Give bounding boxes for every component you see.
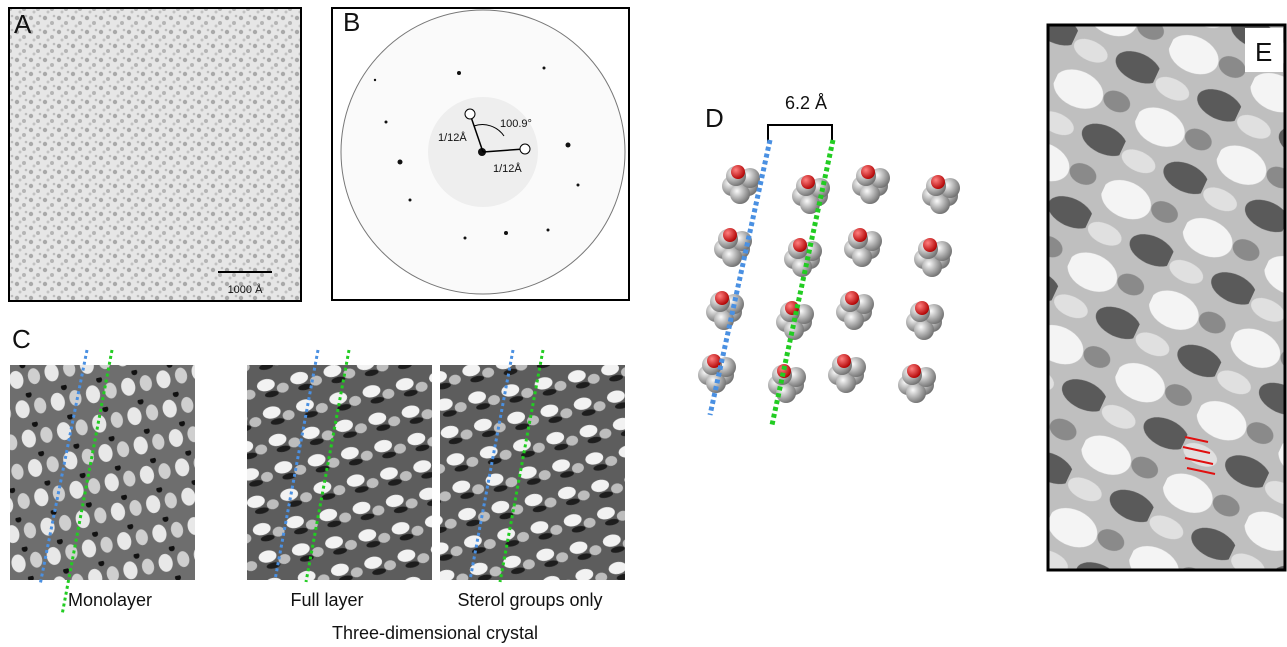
panel-label: D (705, 103, 724, 133)
atom (837, 354, 851, 368)
atom (915, 301, 929, 315)
panel-d: D 6.2 Å (698, 93, 960, 425)
spacing-label: 6.2 Å (785, 93, 827, 113)
panel-c: C Monolayer Full layer Sterol groups onl… (10, 324, 625, 643)
atom (793, 238, 807, 252)
angle-label: 100.9° (500, 118, 532, 130)
spacing-label: 1/12Å (493, 162, 522, 175)
figure: A 1000 Å 1/12Å 1/12Å 100.9° B C Monolaye… (0, 0, 1287, 647)
atom (801, 175, 815, 189)
bracket (768, 125, 832, 142)
atom (853, 228, 867, 242)
micrograph (9, 8, 301, 301)
atom (907, 364, 921, 378)
atom (715, 291, 729, 305)
map-sterol (440, 365, 625, 580)
panel-b: 1/12Å 1/12Å 100.9° B (332, 7, 629, 300)
caption: Full layer (290, 590, 363, 610)
panel-label: C (12, 324, 31, 354)
spacing-label: 1/12Å (438, 131, 467, 144)
panel-label: A (14, 9, 32, 39)
atom (731, 165, 745, 179)
panel-label: E (1255, 37, 1272, 67)
atom (845, 291, 859, 305)
map (1048, 25, 1285, 570)
atom (861, 165, 875, 179)
caption: Monolayer (68, 590, 152, 610)
page: A 1000 Å 1/12Å 1/12Å 100.9° B C Monolaye… (0, 0, 1287, 647)
panel-e: E (1048, 25, 1285, 570)
caption: Sterol groups only (457, 590, 602, 610)
atom (923, 238, 937, 252)
group-caption: Three-dimensional crystal (332, 623, 538, 643)
scale-label: 1000 Å (228, 283, 264, 296)
panel-label: B (343, 7, 360, 37)
atom (723, 228, 737, 242)
panel-a: A 1000 Å (9, 8, 301, 301)
atom (931, 175, 945, 189)
